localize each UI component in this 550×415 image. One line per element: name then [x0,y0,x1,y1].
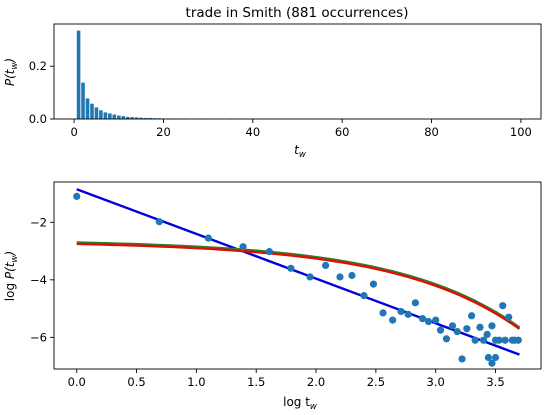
scatter-point [442,335,451,343]
loglog-y-axis-label: log P(tw) [3,251,20,301]
scatter-point [499,302,507,310]
scatter-point [501,336,509,344]
x-tick-label: 0.0 [68,375,86,389]
y-tick-label: 0.2 [29,59,47,73]
scatter-point [239,243,247,251]
scatter-point [467,312,476,320]
scatter-points [73,192,522,367]
scatter-point [397,307,405,316]
x-tick-label: 100 [510,125,532,139]
histogram-y-ticks: 0.0 0.2 [29,59,54,126]
x-tick-label: 2.0 [307,375,325,389]
x-tick-label: 80 [424,125,439,139]
scatter-point [348,271,356,280]
scatter-point [488,359,496,367]
histogram-axes-frame [53,23,542,120]
scatter-point [411,299,419,307]
scatter-point [389,316,397,324]
y-tick-label: 0.0 [29,112,47,126]
histogram-y-axis-label: P(tw) [3,58,20,86]
scatter-point [155,218,163,226]
y-tick-label: −2 [30,215,47,229]
histogram-bar [134,117,139,119]
x-tick-label: 3.5 [486,375,504,389]
x-tick-label: 20 [156,125,171,139]
scatter-point [360,292,368,300]
histogram-bar [116,115,121,119]
scatter-point [73,192,81,200]
x-tick-label: 60 [335,125,350,139]
histogram-bar [125,116,130,119]
x-tick-label: 0.5 [127,375,145,389]
scatter-point [322,261,330,270]
scatter-point [495,336,503,344]
fit-lines [76,188,521,356]
scatter-point [436,326,445,334]
loglog-axes-frame [53,181,542,370]
chart-title: trade in Smith (881 occurrences) [186,5,409,21]
histogram-bar [112,114,117,119]
histogram-bar [143,117,148,119]
scatter-point [369,280,378,288]
scatter-point [336,273,344,281]
loglog-y-ticks: −6 −4 −2 [30,215,54,344]
red-fit-curve [76,242,521,330]
scatter-point [479,336,488,344]
scatter-point [448,322,457,330]
histogram-bar [121,116,126,119]
histogram-bar [76,30,81,119]
x-tick-label: 2.5 [367,375,385,389]
histogram-bar [103,112,108,119]
scatter-point [476,323,484,331]
histogram-bar [108,113,112,119]
y-tick-label: −6 [30,330,47,344]
scatter-point [458,355,466,363]
scatter-point [287,264,295,272]
scatter-point [379,309,387,317]
histogram-x-axis-label: tw [294,143,306,160]
scatter-point [453,328,461,336]
scatter-point [483,330,491,339]
histogram-bars [76,30,353,120]
scatter-point [418,315,427,323]
scatter-point [424,317,433,326]
histogram-bar [139,117,143,119]
scatter-point [471,336,479,344]
loglog-x-axis-label: log tw [283,395,317,412]
histogram-x-ticks: 0 20 40 60 80 100 [70,119,532,139]
loglog-x-ticks: 0.0 0.5 1.0 1.5 2.0 2.5 3.0 3.5 [68,369,505,389]
y-tick-label: −4 [30,273,47,287]
scatter-point [204,234,212,242]
scatter-point [404,310,412,318]
scatter-point [505,313,513,321]
power-law-fit-line [76,188,520,356]
x-tick-label: 1.5 [247,375,265,389]
histogram-bar [148,117,152,119]
histogram-bar [99,110,103,119]
scatter-point [432,316,440,324]
histogram-bar [85,98,90,119]
scatter-point [306,273,314,281]
x-tick-label: 1.0 [187,375,205,389]
x-tick-label: 40 [246,125,261,139]
histogram-bar [81,82,85,119]
loglog-panel: 0.0 0.5 1.0 1.5 2.0 2.5 3.0 3.5 −6 −4 −2 log tw l… [3,181,542,412]
histogram-bar [94,107,99,119]
x-tick-label: 0 [70,125,77,139]
scatter-point [488,322,496,330]
histogram-bar [90,103,94,119]
scatter-point [514,336,522,344]
scatter-point [491,353,500,362]
scatter-point [484,353,492,362]
histogram-panel: 0 20 40 60 80 100 0.0 0.2 trade in Smith (881 … [3,5,542,160]
scatter-point [463,325,471,333]
histogram-bar [130,117,134,119]
green-fit-curve [76,241,521,329]
scatter-point [265,248,273,256]
x-tick-label: 3.0 [427,375,445,389]
